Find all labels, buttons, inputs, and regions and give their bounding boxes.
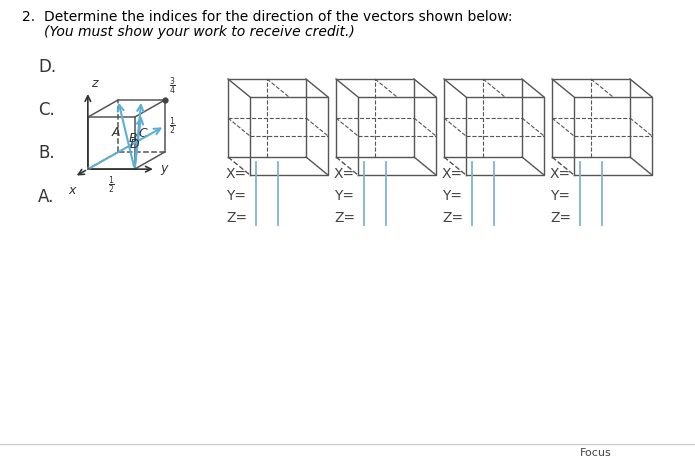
Text: A: A (112, 126, 120, 139)
Text: Y=: Y= (550, 189, 570, 203)
Text: X=: X= (550, 167, 571, 181)
Text: D: D (129, 138, 139, 151)
Text: y: y (161, 162, 168, 175)
Text: X=: X= (226, 167, 247, 181)
Text: Y=: Y= (442, 189, 462, 203)
Text: Z=: Z= (226, 211, 247, 225)
Text: Focus: Focus (580, 448, 612, 458)
Text: A.: A. (38, 188, 54, 206)
Text: x: x (69, 184, 76, 197)
Text: B.: B. (38, 144, 55, 162)
Text: Z=: Z= (334, 211, 355, 225)
Text: C.: C. (38, 101, 55, 119)
Text: Z=: Z= (442, 211, 463, 225)
Text: X=: X= (334, 167, 355, 181)
Text: Y=: Y= (334, 189, 354, 203)
Text: (You must show your work to receive credit.): (You must show your work to receive cred… (44, 25, 354, 39)
Text: B: B (129, 132, 138, 145)
Text: D.: D. (38, 58, 56, 76)
Text: X=: X= (442, 167, 463, 181)
Text: $\frac{1}{2}$: $\frac{1}{2}$ (169, 115, 176, 137)
Text: C: C (138, 127, 147, 140)
Text: $\frac{1}{2}$: $\frac{1}{2}$ (108, 174, 115, 195)
Text: 2.: 2. (22, 10, 35, 24)
Text: Y=: Y= (226, 189, 246, 203)
Text: $\frac{3}{4}$: $\frac{3}{4}$ (169, 75, 176, 97)
Text: z: z (91, 77, 97, 90)
Text: Determine the indices for the direction of the vectors shown below:: Determine the indices for the direction … (44, 10, 512, 24)
Text: Z=: Z= (550, 211, 571, 225)
